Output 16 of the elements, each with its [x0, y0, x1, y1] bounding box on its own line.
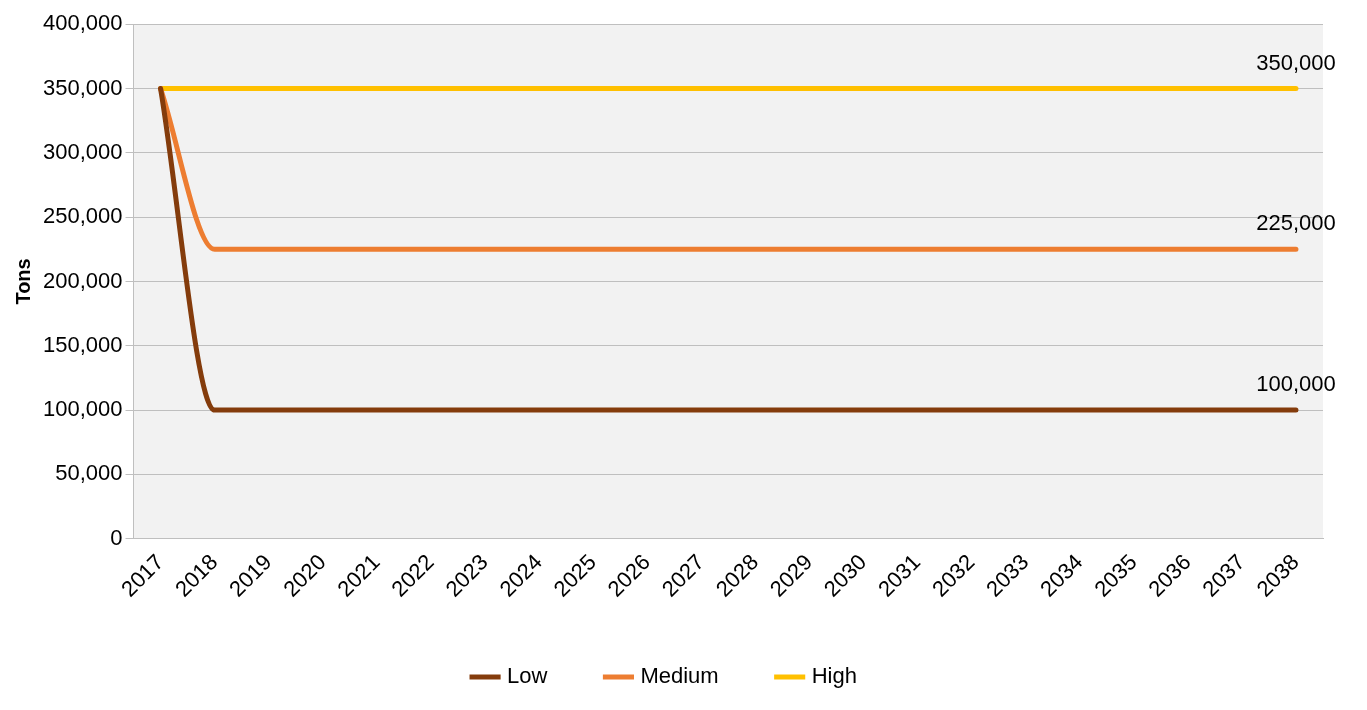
y-tick-label: 400,000 — [42, 10, 123, 36]
y-tick-label: 250,000 — [42, 203, 123, 229]
legend-label: High — [811, 663, 857, 689]
data-label: 225,000 — [1256, 210, 1336, 236]
y-tick-label: 0 — [110, 524, 123, 550]
data-label: 350,000 — [1256, 49, 1336, 75]
y-tick-label: 100,000 — [42, 396, 123, 422]
legend-label: Low — [507, 663, 548, 689]
y-tick-label: 150,000 — [42, 331, 123, 357]
y-axis-title: Tons — [11, 258, 34, 305]
y-tick-label: 200,000 — [42, 267, 123, 293]
y-tick-label: 300,000 — [42, 138, 123, 164]
y-tick-label: 50,000 — [55, 460, 123, 486]
data-label: 100,000 — [1256, 371, 1336, 397]
legend-label: Medium — [640, 663, 719, 689]
y-tick-label: 350,000 — [42, 74, 123, 100]
